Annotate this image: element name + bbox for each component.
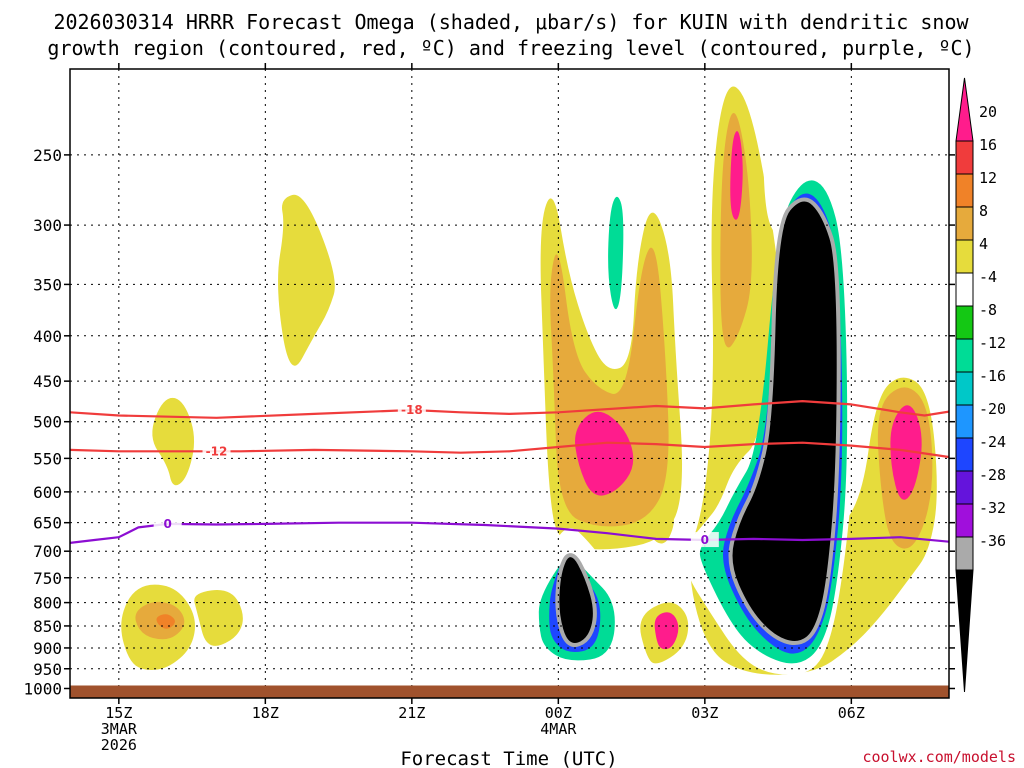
colorbar-swatch <box>955 404 974 439</box>
chart-title-line2: growth region (contoured, red, ºC) and f… <box>47 36 974 60</box>
y-tick-label: 250 <box>33 146 62 165</box>
omega-region <box>648 506 674 544</box>
colorbar-bottom-triangle <box>955 569 974 693</box>
y-tick-label: 900 <box>33 639 62 658</box>
contour-label-bg <box>202 443 231 459</box>
credit-link[interactable]: coolwx.com/models <box>862 748 1016 766</box>
x-tick-label: 3MAR <box>101 720 138 738</box>
y-tick-label: 400 <box>33 327 62 346</box>
y-tick-label: 750 <box>33 569 62 588</box>
x-tick-label: 21Z <box>398 704 425 722</box>
colorbar-swatch <box>955 470 974 505</box>
chart-title-line1: 2026030314 HRRR Forecast Omega (shaded, … <box>53 10 969 34</box>
omega-region <box>654 612 679 650</box>
omega-region <box>890 405 922 500</box>
colorbar-label: 16 <box>979 136 997 154</box>
colorbar-label: 12 <box>979 169 997 187</box>
surface-ground-band <box>70 685 949 698</box>
colorbar-swatch <box>955 536 974 571</box>
y-tick-label: 350 <box>33 275 62 294</box>
colorbar-label: -24 <box>979 433 1006 451</box>
omega-region <box>575 411 634 496</box>
colorbar-swatch <box>955 503 974 538</box>
contour-label: 0 <box>163 517 171 531</box>
x-tick-label: 03Z <box>691 704 718 722</box>
omega-region <box>278 194 335 366</box>
plot-frame <box>69 68 950 699</box>
omega-region <box>921 100 948 180</box>
colorbar-swatch <box>955 272 974 307</box>
contour-label-bg <box>397 401 426 417</box>
y-tick-label: 950 <box>33 660 62 679</box>
colorbar-swatch <box>955 371 974 406</box>
colorbar-swatch <box>955 437 974 472</box>
colorbar-label: 20 <box>979 103 997 121</box>
y-tick-label: 300 <box>33 216 62 235</box>
colorbar-label: -4 <box>979 268 997 286</box>
omega-region <box>156 614 175 629</box>
x-tick-label: 18Z <box>252 704 279 722</box>
colorbar-swatch <box>955 140 974 175</box>
y-tick-label: 600 <box>33 483 62 502</box>
omega-region <box>608 196 624 310</box>
colorbar-label: -32 <box>979 499 1006 517</box>
contour-label: -12 <box>206 444 228 458</box>
colorbar-label: 8 <box>979 202 988 220</box>
colorbar-label: -16 <box>979 367 1006 385</box>
contour-label-bg <box>153 515 182 531</box>
colorbar-label: 4 <box>979 235 988 253</box>
y-tick-label: 800 <box>33 594 62 613</box>
x-tick-label: 06Z <box>838 704 865 722</box>
y-tick-label: 500 <box>33 413 62 432</box>
y-tick-label: 650 <box>33 514 62 533</box>
y-tick-label: 850 <box>33 617 62 636</box>
contour-line <box>70 521 949 544</box>
colorbar-swatch <box>955 239 974 274</box>
colorbar-label: -8 <box>979 301 997 319</box>
omega-shaded-regions <box>121 85 948 675</box>
contour-line <box>70 400 949 419</box>
colorbar-label: -20 <box>979 400 1006 418</box>
colorbar-swatch <box>955 173 974 208</box>
omega-region <box>763 85 795 233</box>
y-tick-label: 450 <box>33 372 62 391</box>
x-axis-label: Forecast Time (UTC) <box>400 748 617 768</box>
x-tick-label: 00Z <box>545 704 572 722</box>
omega-region <box>152 397 195 486</box>
y-tick-label: 550 <box>33 449 62 468</box>
temperature-contours: -18 -12 0 0 <box>70 400 949 548</box>
contour-label: -18 <box>401 403 423 417</box>
colorbar-label: -28 <box>979 466 1006 484</box>
colorbar-swatch <box>955 305 974 340</box>
contour-label-bg <box>690 532 719 548</box>
y-tick-label: 1000 <box>23 679 62 698</box>
omega-region <box>730 131 743 220</box>
colorbar-label: -12 <box>979 334 1006 352</box>
omega-region <box>720 113 752 348</box>
x-tick-label: 15Z <box>105 704 132 722</box>
colorbar: 20 16 12 8 4 -4 -8 -12 -16 -20 -24 -28 -32 -36 <box>955 77 1006 693</box>
omega-region <box>194 590 243 646</box>
y-tick-label: 700 <box>33 542 62 561</box>
colorbar-top-triangle <box>955 77 974 142</box>
colorbar-swatch <box>955 206 974 241</box>
x-tick-label: 4MAR <box>540 720 577 738</box>
surface-band <box>70 685 949 698</box>
omega-region <box>559 557 593 644</box>
pressure-axis: 250 300 350 400 450 500 550 600 650 700 750 800 850 9… <box>23 146 955 698</box>
contour-label: 0 <box>701 533 709 547</box>
colorbar-label: -36 <box>979 532 1006 550</box>
x-tick-label: 2026 <box>101 736 137 754</box>
colorbar-swatch <box>955 338 974 373</box>
